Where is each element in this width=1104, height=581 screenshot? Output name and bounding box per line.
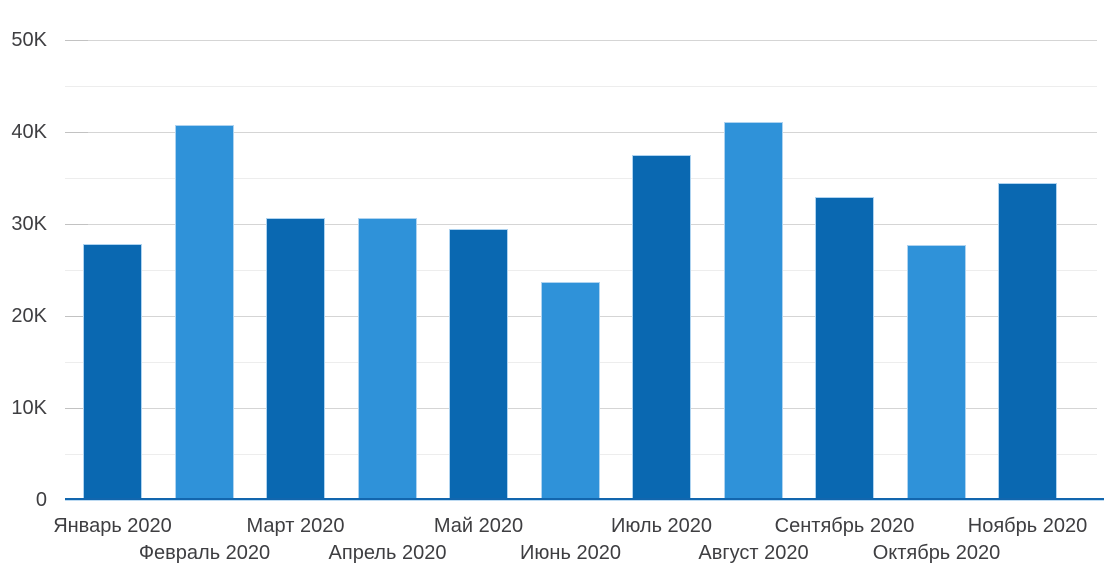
y-axis-tick [65,224,88,225]
bar-6-июнь-2020[interactable] [541,281,600,500]
bar-3-март-2020[interactable] [266,217,325,500]
bar-9-сентябрь-2020[interactable] [815,197,874,500]
x-tick-label-8: Август 2020 [698,542,809,564]
x-tick-label-3: Март 2020 [246,515,345,537]
x-tick-label-9: Сентябрь 2020 [774,515,915,537]
bar-11-ноябрь-2020[interactable] [998,182,1057,500]
x-tick-label-4: Апрель 2020 [328,542,447,564]
bar-10-октябрь-2020[interactable] [907,245,966,500]
y-tick-label-0: 0 [35,489,47,511]
x-tick-label-10: Октябрь 2020 [872,542,1001,564]
bar-7-июль-2020[interactable] [632,155,691,500]
y-tick-label-50k: 50K [11,29,47,51]
bar-5-май-2020[interactable] [449,228,508,500]
bar-2-февраль-2020[interactable] [175,124,234,500]
y-tick-label-30k: 30K [11,213,47,235]
gridline-minor [65,270,1097,271]
y-axis-tick [65,316,88,317]
y-axis-tick [65,132,88,133]
x-tick-label-6: Июнь 2020 [520,542,621,564]
x-tick-label-5: Май 2020 [433,515,524,537]
y-tick-label-10k: 10K [11,397,47,419]
y-axis-tick [65,408,88,409]
y-tick-label-20k: 20K [11,305,47,327]
y-axis-tick [65,40,88,41]
x-tick-label-1: Январь 2020 [53,515,172,537]
bar-8-август-2020[interactable] [724,121,783,500]
gridline-major [65,224,1097,225]
gridline-minor [65,86,1097,87]
gridline-minor [65,178,1097,179]
bar-1-январь-2020[interactable] [83,244,142,500]
x-axis-line [65,498,1104,500]
bar-4-апрель-2020[interactable] [358,217,417,500]
gridline-major [65,132,1097,133]
x-tick-label-2: Февраль 2020 [138,542,271,564]
gridline-major [65,40,1097,41]
y-tick-label-40k: 40K [11,121,47,143]
x-axis-line-underline [65,500,1104,501]
x-tick-label-11: Ноябрь 2020 [967,515,1088,537]
x-tick-label-7: Июль 2020 [610,515,713,537]
